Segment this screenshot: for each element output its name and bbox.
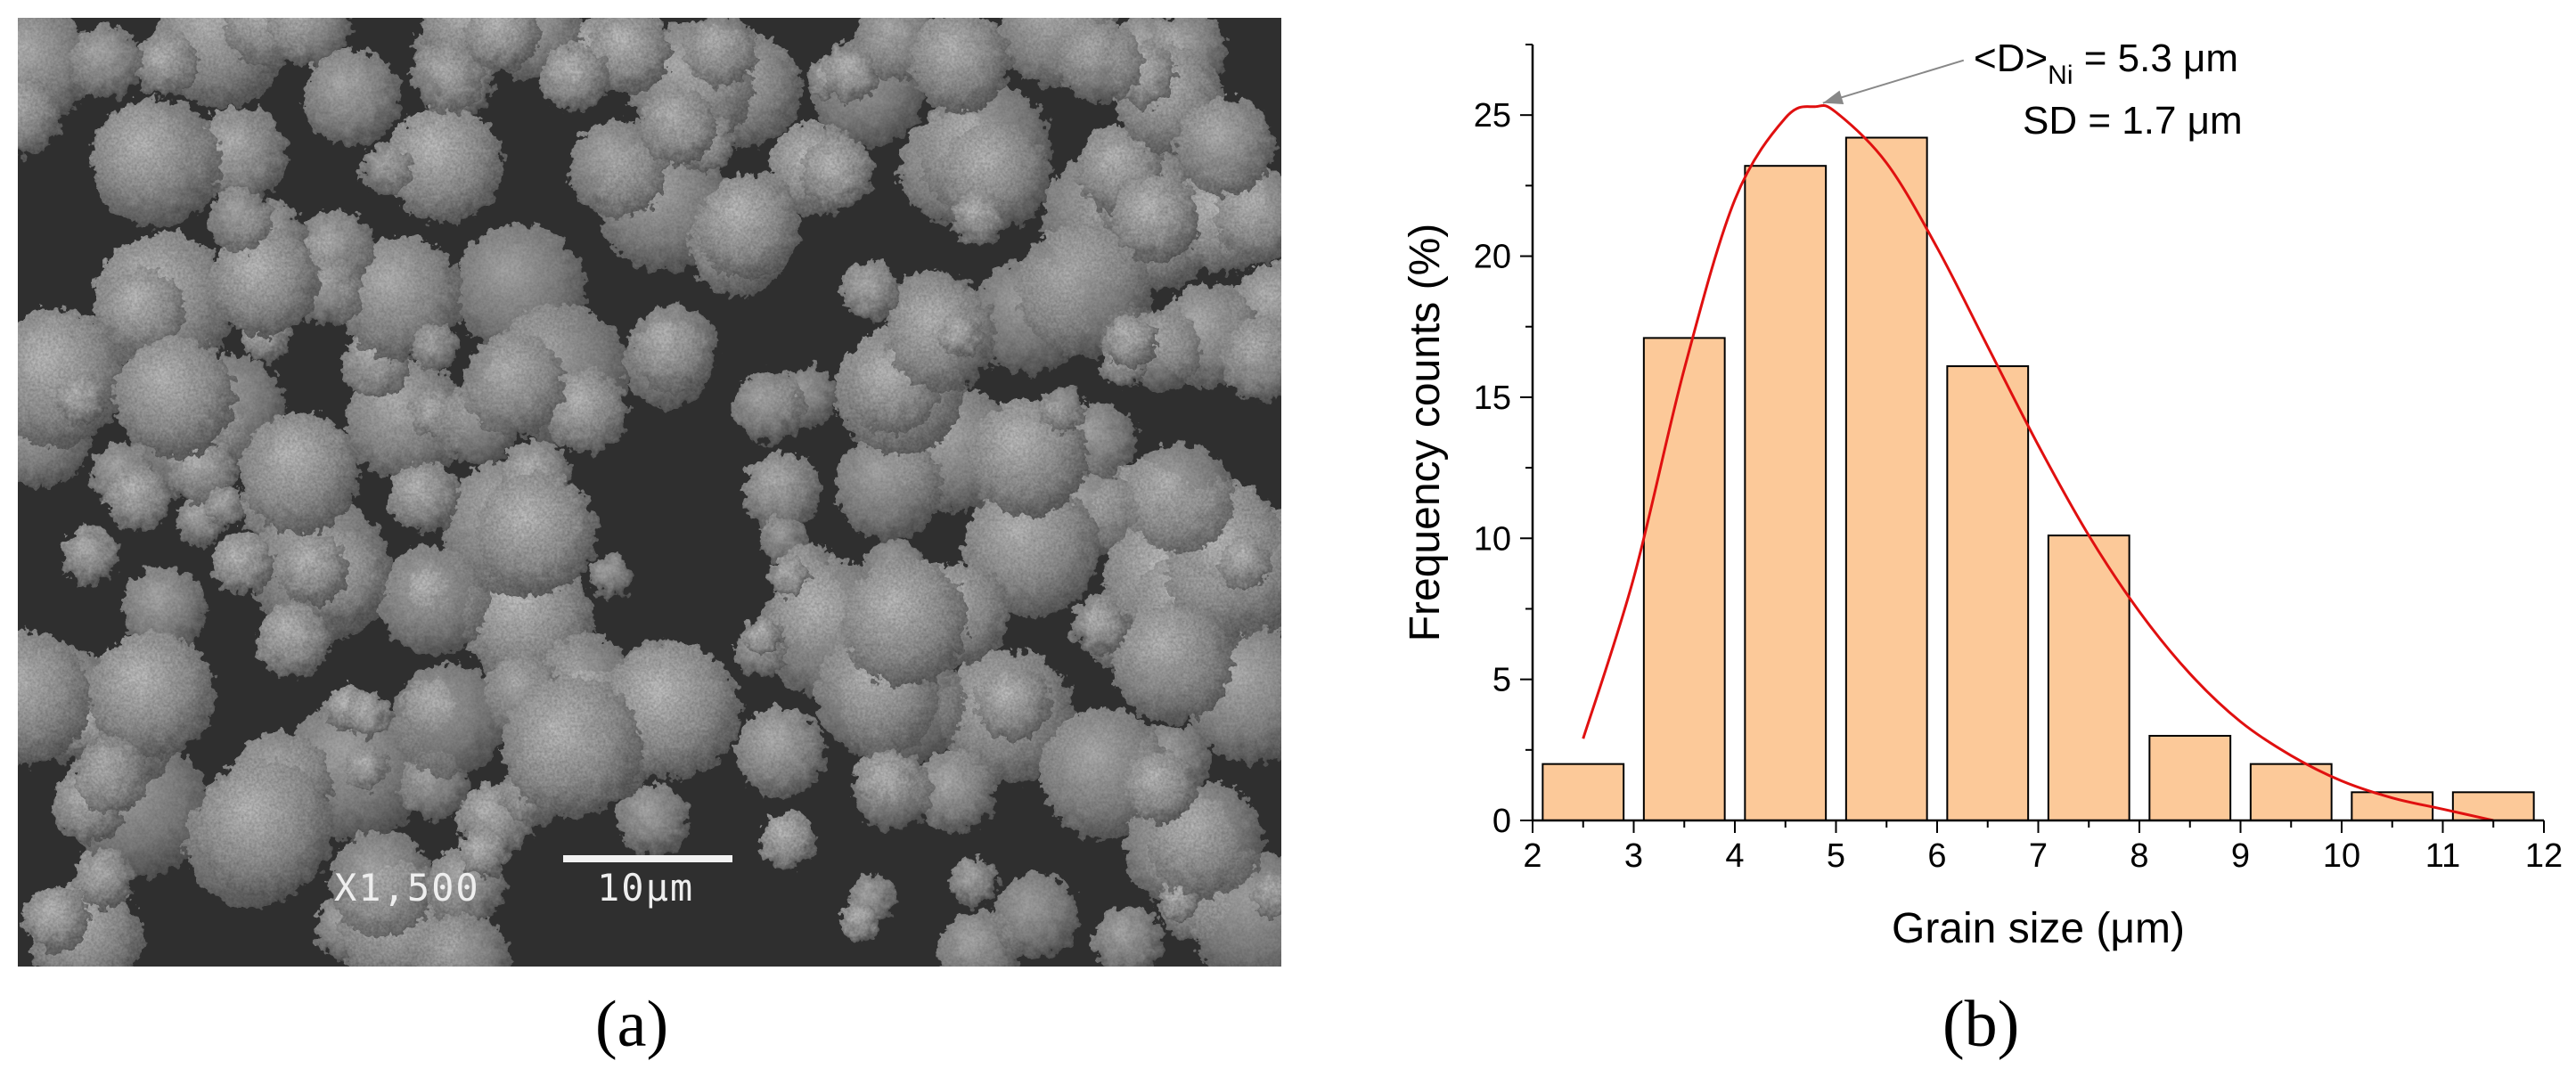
- x-tick-label: 12: [2525, 837, 2563, 875]
- bar-6: [2047, 534, 2130, 821]
- x-tick-label: 7: [2029, 837, 2048, 875]
- x-tick-label: 8: [2130, 837, 2148, 875]
- y-tick-label: 15: [1474, 379, 1511, 417]
- mean-subscript: Ni: [2048, 61, 2073, 90]
- sem-particles-image: [18, 18, 1281, 967]
- x-tick-label: 9: [2231, 837, 2250, 875]
- mean-value: = 5.3 μm: [2073, 37, 2239, 80]
- y-tick-label: 25: [1474, 97, 1511, 135]
- bar-2: [1642, 337, 1726, 821]
- x-tick-label: 10: [2323, 837, 2360, 875]
- x-tick-label: 6: [1927, 837, 1946, 875]
- sem-micrograph: X1,500 10μm: [18, 18, 1281, 967]
- annotation-arrow: [1822, 59, 1965, 104]
- panel-label-a: (a): [595, 988, 669, 1061]
- y-tick-label: 10: [1474, 520, 1511, 558]
- x-axis-label: Grain size (μm): [1892, 905, 2185, 952]
- ticks-group: 2 3 4 5 6 7 8 9 10 11 12 0 5 10 15 20 25: [1474, 44, 2563, 875]
- bar-5: [1946, 365, 2030, 821]
- bar-4: [1844, 136, 1928, 821]
- bar-3: [1744, 165, 1828, 821]
- magnification-label: X1,500: [334, 866, 480, 910]
- y-axis-label: Frequency counts (%): [1402, 224, 1449, 642]
- x-tick-label: 4: [1725, 837, 1744, 875]
- bar-9: [2351, 791, 2434, 821]
- x-tick-label: 2: [1523, 837, 1542, 875]
- bar-10: [2451, 791, 2535, 821]
- panel-label-b: (b): [1942, 988, 2020, 1061]
- x-tick-label: 3: [1624, 837, 1643, 875]
- scale-bar-label: 10μm: [597, 866, 695, 910]
- scale-bar: [563, 855, 732, 862]
- mean-symbol: <D>: [1974, 37, 2048, 80]
- x-tick-label: 5: [1827, 837, 1845, 875]
- y-tick-label: 5: [1492, 662, 1511, 699]
- grain-size-histogram: 2 3 4 5 6 7 8 9 10 11 12 0 5 10 15 20 25 Grain size (μm)…: [1402, 37, 2563, 952]
- mean-annotation: <D>Ni = 5.3 μm: [1974, 37, 2238, 90]
- lognormal-fit-curve: [1582, 103, 2494, 822]
- annotation-arrow-head: [1822, 90, 1844, 104]
- bars-group: [1542, 136, 2535, 821]
- x-tick-label: 11: [2425, 837, 2460, 875]
- bar-1: [1542, 763, 1625, 821]
- y-tick-label: 20: [1474, 239, 1511, 276]
- sd-annotation: SD = 1.7 μm: [2023, 99, 2243, 143]
- bar-7: [2148, 734, 2232, 821]
- y-tick-label: 0: [1492, 803, 1511, 840]
- bar-8: [2249, 763, 2333, 821]
